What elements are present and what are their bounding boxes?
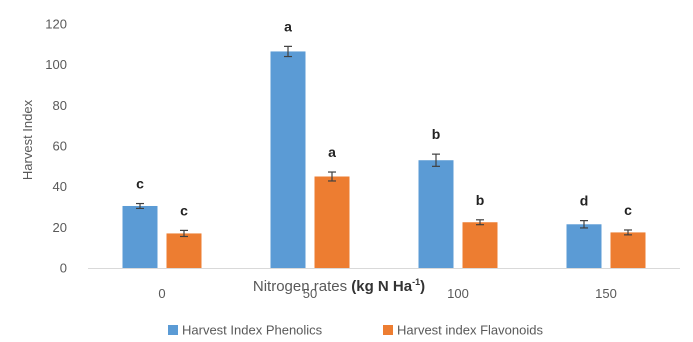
x-axis-title-prefix: Nitrogen rates <box>253 278 351 295</box>
y-axis: 0 20 40 60 80 100 120 <box>45 17 67 276</box>
y-tick-label: 100 <box>45 57 67 72</box>
y-tick-label: 0 <box>60 261 67 276</box>
x-axis-title-unit: (kg N Ha <box>351 278 413 295</box>
significance-letter: c <box>180 202 188 218</box>
y-tick-label: 40 <box>53 179 67 194</box>
error-bars <box>136 45 632 238</box>
x-axis-title-superscript: -1 <box>412 277 420 287</box>
x-tick-label: 100 <box>447 286 469 301</box>
y-axis-title: Harvest Index <box>20 99 35 180</box>
bar-phenolics-100 <box>418 160 454 268</box>
significance-letter: b <box>432 126 441 142</box>
legend-swatch <box>383 325 393 335</box>
significance-letter: a <box>284 18 292 34</box>
x-tick-label: 50 <box>303 286 317 301</box>
y-tick-label: 80 <box>53 98 67 113</box>
bar-flavonoids-50 <box>314 176 350 268</box>
legend-label: Harvest Index Phenolics <box>182 323 323 338</box>
significance-letters: c c a a b b d c <box>136 18 632 218</box>
bar-phenolics-0 <box>122 205 158 268</box>
significance-letter: c <box>624 202 632 218</box>
legend-swatch <box>168 325 178 335</box>
x-axis-title-suffix: ) <box>420 278 425 295</box>
significance-letter: d <box>580 193 589 209</box>
bars <box>122 51 646 269</box>
y-tick-label: 20 <box>53 220 67 235</box>
x-tick-label: 150 <box>595 286 617 301</box>
bar-flavonoids-150 <box>610 232 646 268</box>
significance-letter: b <box>476 192 485 208</box>
legend: Harvest Index Phenolics Harvest index Fla… <box>168 323 543 338</box>
y-tick-label: 60 <box>53 139 67 154</box>
x-axis-ticks: 0 50 100 150 <box>158 286 616 301</box>
bar-phenolics-150 <box>566 224 602 268</box>
y-tick-label: 120 <box>45 17 67 32</box>
bar-phenolics-50 <box>270 51 306 269</box>
bar-flavonoids-100 <box>462 222 498 268</box>
x-axis-title: Nitrogen rates (kg N Ha-1) <box>253 277 425 295</box>
legend-label: Harvest index Flavonoids <box>397 323 543 338</box>
significance-letter: c <box>136 176 144 192</box>
bar-flavonoids-0 <box>166 233 202 268</box>
x-tick-label: 0 <box>158 286 165 301</box>
significance-letter: a <box>328 144 336 160</box>
